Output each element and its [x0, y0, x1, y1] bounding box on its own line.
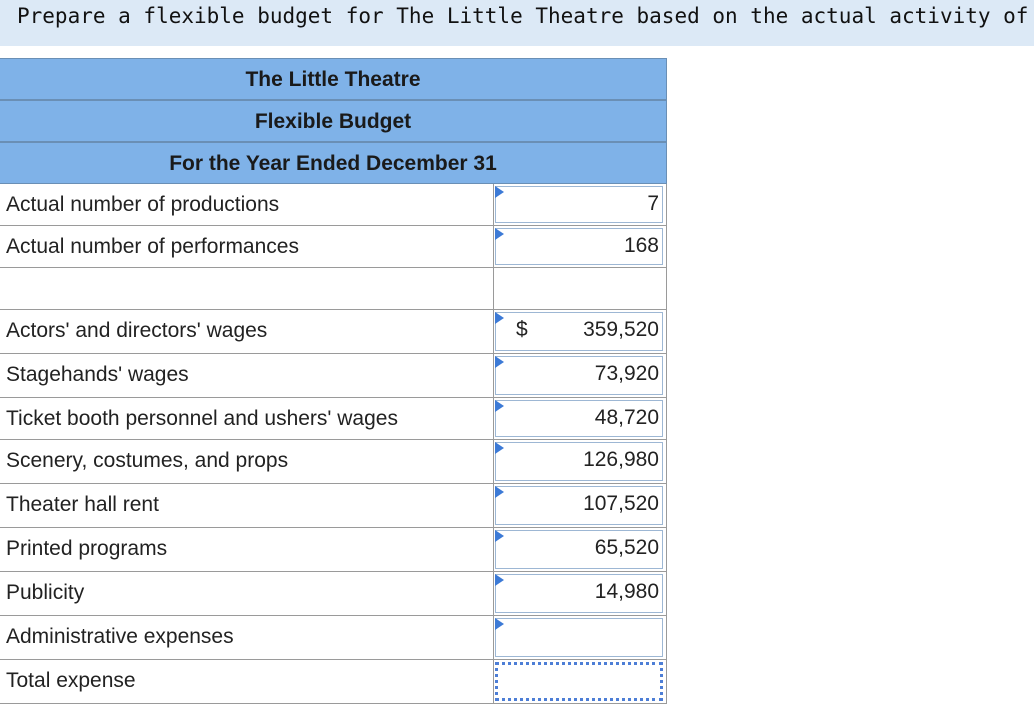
row-scenery-costumes-props: Scenery, costumes, and props 126,980 [0, 440, 667, 484]
theater-hall-rent-input[interactable] [495, 486, 663, 525]
row-label: Ticket booth personnel and ushers' wages [6, 407, 398, 430]
cell-value: 107,520 [583, 492, 659, 515]
ticket-booth-wages-input[interactable] [495, 400, 663, 437]
row-label: Administrative expenses [6, 625, 234, 648]
cell-value: 14,980 [594, 580, 659, 603]
value-cell [493, 268, 667, 309]
productions-input[interactable] [495, 186, 663, 223]
publicity-input[interactable] [495, 574, 663, 613]
cell-marker-icon [495, 186, 504, 198]
value-cell: 65,520 [493, 528, 667, 571]
value-cell: 126,980 [493, 440, 667, 483]
cell-marker-icon [495, 486, 504, 498]
cell-value: 48,720 [594, 406, 659, 429]
row-spacer [0, 268, 667, 310]
actors-wages-input[interactable] [495, 312, 663, 351]
cell-value: 65,520 [594, 536, 659, 559]
value-cell: 107,520 [493, 484, 667, 527]
value-cell: 14,980 [493, 572, 667, 615]
currency-symbol: $ [516, 318, 528, 341]
cell-marker-icon [495, 312, 504, 324]
row-label: Actors' and directors' wages [6, 319, 268, 342]
table-title-period: For the Year Ended December 31 [0, 142, 667, 184]
cell-value: 73,920 [594, 362, 659, 385]
administrative-expenses-input[interactable] [495, 618, 663, 657]
cell-value: 126,980 [583, 448, 659, 471]
table-title-report: Flexible Budget [0, 100, 667, 142]
flexible-budget-table: The Little Theatre Flexible Budget For t… [0, 58, 667, 704]
row-label: Total expense [6, 669, 136, 692]
cell-marker-icon [495, 400, 504, 412]
cell-marker-icon [495, 530, 504, 542]
cell-marker-icon [495, 442, 504, 454]
row-ticket-booth-wages: Ticket booth personnel and ushers' wages… [0, 398, 667, 440]
scenery-costumes-props-input[interactable] [495, 442, 663, 481]
value-cell: $ 359,520 [493, 310, 667, 353]
row-theater-hall-rent: Theater hall rent 107,520 [0, 484, 667, 528]
row-publicity: Publicity 14,980 [0, 572, 667, 616]
row-label: Printed programs [6, 537, 168, 560]
value-cell: 7 [493, 184, 667, 225]
cell-value: 7 [647, 192, 659, 215]
row-label: Publicity [6, 581, 85, 604]
value-cell [493, 660, 667, 703]
cell-marker-icon [495, 574, 504, 586]
row-label: Actual number of productions [6, 193, 280, 216]
row-printed-programs: Printed programs 65,520 [0, 528, 667, 572]
total-expense-input[interactable] [495, 662, 663, 701]
row-administrative-expenses: Administrative expenses [0, 616, 667, 660]
row-label: Theater hall rent [6, 493, 159, 516]
value-cell [493, 616, 667, 659]
row-actors-wages: Actors' and directors' wages $ 359,520 [0, 310, 667, 354]
cell-marker-icon [495, 228, 504, 240]
cell-marker-icon [495, 618, 504, 630]
table-title-company: The Little Theatre [0, 58, 667, 100]
cell-marker-icon [495, 356, 504, 368]
row-label: Stagehands' wages [6, 363, 189, 386]
value-cell: 48,720 [493, 398, 667, 439]
cell-value: 168 [623, 234, 659, 257]
row-label: Actual number of performances [6, 235, 299, 258]
stagehands-wages-input[interactable] [495, 356, 663, 395]
row-label: Scenery, costumes, and props [6, 449, 289, 472]
value-cell: 73,920 [493, 354, 667, 397]
performances-input[interactable] [495, 228, 663, 265]
value-cell: 168 [493, 226, 667, 267]
row-productions: Actual number of productions 7 [0, 184, 667, 226]
row-performances: Actual number of performances 168 [0, 226, 667, 268]
row-total-expense: Total expense [0, 660, 667, 704]
row-stagehands-wages: Stagehands' wages 73,920 [0, 354, 667, 398]
instruction-text: Prepare a flexible budget for The Little… [0, 0, 1034, 46]
printed-programs-input[interactable] [495, 530, 663, 569]
cell-value: 359,520 [583, 318, 659, 341]
